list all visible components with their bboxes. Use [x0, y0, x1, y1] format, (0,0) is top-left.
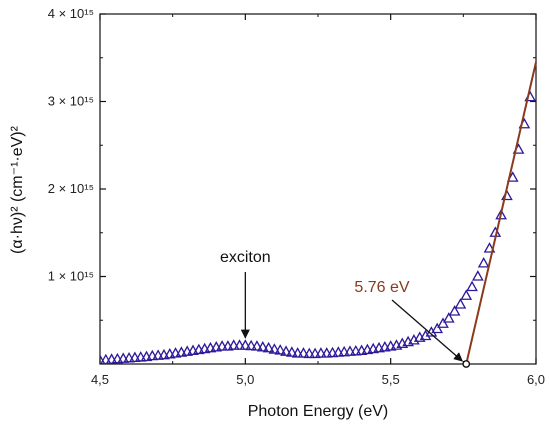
data-point-triangle — [239, 339, 252, 350]
linear-fit-line — [465, 61, 537, 365]
data-point-triangle — [303, 347, 316, 359]
data-point-triangle — [285, 346, 298, 357]
data-point-triangle — [291, 347, 304, 358]
y-tick-label: 1 × 10¹⁵ — [48, 269, 94, 284]
annotation-layer: exciton 5.76 eV — [220, 249, 463, 362]
data-point-triangle — [338, 345, 351, 357]
data-point-triangle — [320, 347, 333, 358]
plot-frame — [99, 13, 537, 365]
data-point-triangle — [245, 339, 258, 351]
data-point-triangle — [117, 352, 130, 363]
axes-layer — [99, 13, 537, 365]
data-point-triangle — [251, 340, 263, 351]
data-point-triangle — [460, 289, 473, 300]
data-point-triangle — [495, 208, 507, 220]
data-point-triangle — [442, 312, 455, 323]
x-tick-label: 5,5 — [382, 372, 400, 387]
series-layer — [100, 90, 536, 364]
data-point-triangle — [262, 341, 275, 353]
data-point-triangle — [227, 339, 240, 350]
data-point-triangle — [216, 340, 228, 351]
x-tick-label: 5,0 — [236, 372, 254, 387]
data-point-triangle — [105, 353, 118, 364]
data-point-triangle — [315, 347, 327, 358]
y-tick-label: 3 × 10¹⁵ — [48, 94, 94, 109]
x-axis-title: Photon Energy (eV) — [248, 403, 389, 420]
data-point-triangle — [349, 344, 362, 356]
data-point-triangle — [274, 344, 287, 355]
data-point-triangle — [448, 305, 461, 316]
data-point-triangle — [233, 339, 246, 350]
x-tick-label: 6,0 — [527, 372, 545, 387]
data-point-triangle — [326, 346, 339, 358]
data-point-triangle — [152, 349, 164, 360]
y-tick-label: 4 × 10¹⁵ — [48, 6, 94, 21]
data-point-triangle — [477, 257, 490, 268]
data-point-triangle — [472, 270, 484, 281]
data-point-triangle — [454, 298, 467, 309]
data-point-triangle — [297, 347, 310, 358]
x-tick-label: 4,5 — [91, 372, 109, 387]
data-point-triangle — [437, 317, 449, 328]
data-point-triangle — [111, 352, 124, 364]
data-point-triangle — [100, 354, 106, 364]
data-point-triangle — [146, 349, 159, 361]
exciton-label: exciton — [220, 249, 271, 266]
fit-line-layer — [462, 61, 537, 368]
data-point-triangle — [268, 343, 281, 354]
data-point-triangle — [134, 351, 147, 362]
bandgap-intercept-marker — [462, 360, 471, 368]
data-point-triangle — [344, 345, 356, 356]
data-point-triangle — [129, 351, 141, 363]
ticks-layer: 4,5 5,0 5,5 6,0 1 × 10¹⁵ 2 × 10¹⁵ 3 × 10¹⁵ 4 × … — [48, 6, 545, 387]
data-point-triangle — [483, 242, 496, 253]
data-point-triangle — [256, 341, 269, 352]
data-point-triangle — [466, 280, 478, 292]
data-point-triangle — [309, 347, 321, 359]
data-point-triangle — [332, 346, 345, 357]
data-point-triangle — [100, 353, 112, 364]
bandgap-energy-label: 5.76 eV — [354, 279, 409, 296]
y-axis-title: (α·hν)² (cm⁻¹·eV)² — [9, 125, 26, 254]
y-tick-label: 2 × 10¹⁵ — [48, 181, 94, 196]
data-point-triangle — [123, 351, 135, 363]
bandgap-arrow — [391, 299, 463, 362]
data-point-triangle — [431, 322, 444, 334]
data-point-triangle — [419, 329, 432, 341]
data-point-triangle — [280, 345, 292, 356]
